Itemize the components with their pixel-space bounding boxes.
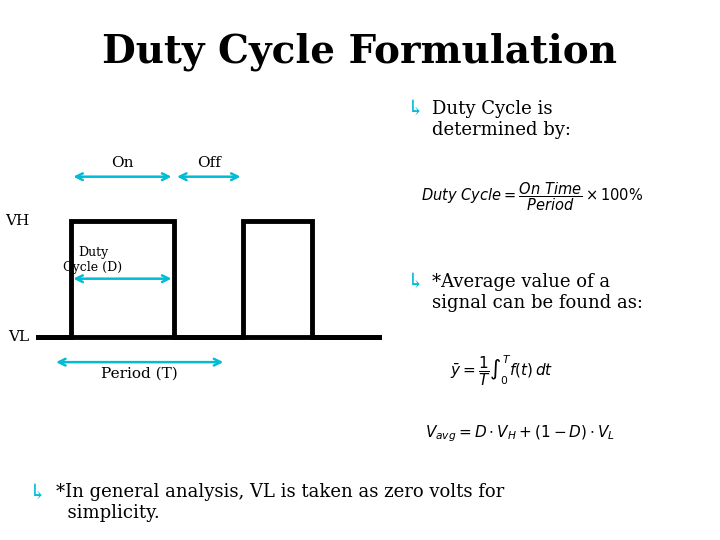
Text: *Average value of a
signal can be found as:: *Average value of a signal can be found … [432, 273, 643, 312]
Text: Period (T): Period (T) [102, 367, 178, 381]
Text: On: On [111, 156, 134, 170]
Text: ↳: ↳ [407, 273, 424, 292]
Text: *In general analysis, VL is taken as zero volts for
  simplicity.: *In general analysis, VL is taken as zer… [56, 483, 505, 522]
Text: ↳: ↳ [407, 100, 424, 119]
Text: ↳: ↳ [29, 483, 46, 502]
Text: $\bar{y} = \dfrac{1}{T}\int_0^{T} f(t)\,dt$: $\bar{y} = \dfrac{1}{T}\int_0^{T} f(t)\,… [450, 354, 553, 388]
Text: Duty
Cycle (D): Duty Cycle (D) [63, 246, 122, 274]
Text: Duty Cycle Formulation: Duty Cycle Formulation [102, 32, 618, 71]
Text: Duty Cycle is
determined by:: Duty Cycle is determined by: [432, 100, 571, 139]
Text: VL: VL [8, 329, 29, 343]
Text: Off: Off [197, 156, 221, 170]
Text: VH: VH [5, 214, 29, 228]
Text: $V_{avg} = D \cdot V_H + \left(1-D\right) \cdot V_L$: $V_{avg} = D \cdot V_H + \left(1-D\right… [425, 424, 615, 444]
Text: $\mathit{Duty\ Cycle} = \dfrac{\mathit{On\ Time}}{\mathit{Period}} \times 100\%$: $\mathit{Duty\ Cycle} = \dfrac{\mathit{O… [421, 181, 643, 213]
